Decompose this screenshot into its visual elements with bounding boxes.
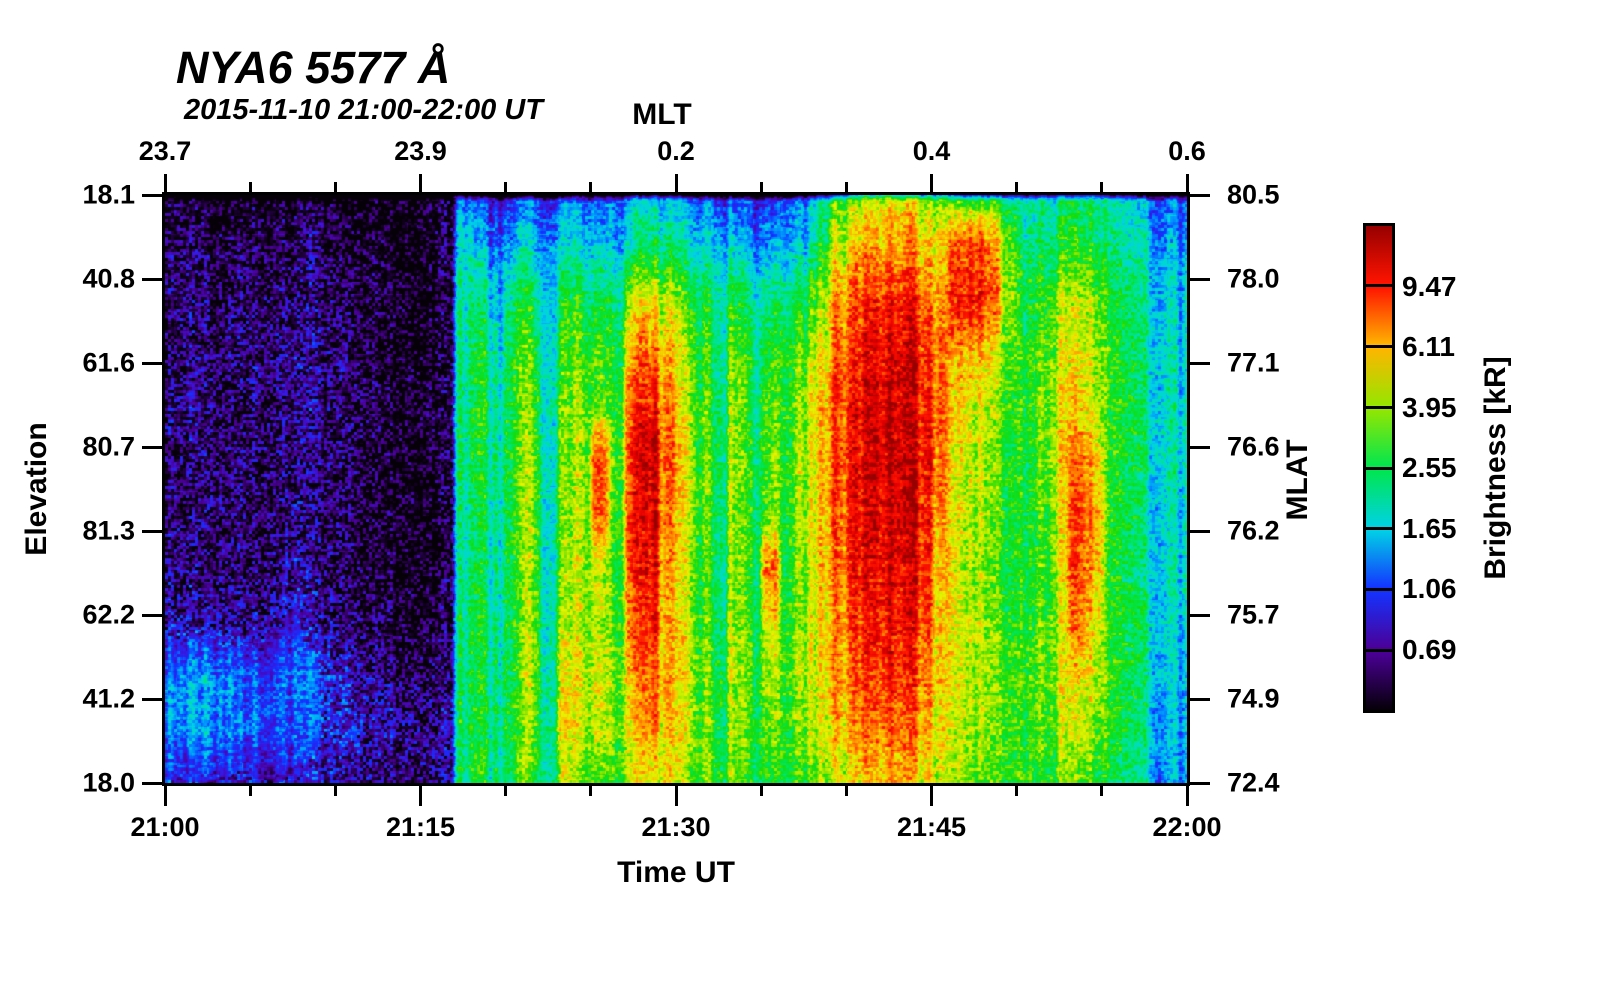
bottom-axis-minor-tick: [1015, 786, 1019, 796]
top-axis-tick-label: 0.6: [1168, 136, 1206, 166]
right-axis-tick-label: 77.1: [1227, 347, 1280, 378]
bottom-axis-minor-tick: [1100, 786, 1104, 796]
top-axis-major-tick: [419, 174, 422, 192]
right-axis-tick-label: 75.7: [1227, 599, 1280, 630]
bottom-axis-major-tick: [930, 786, 933, 806]
right-axis-tick-label: 76.2: [1227, 515, 1280, 546]
colorbar-segment: [1366, 286, 1392, 348]
left-axis-tick: [142, 613, 162, 617]
bottom-axis-major-tick: [1185, 786, 1189, 806]
left-axis-tick-label: 40.8: [82, 263, 135, 294]
right-axis-tick: [1190, 697, 1210, 701]
colorbar-tick-label: 0.69: [1402, 633, 1457, 665]
right-axis-tick-label: 72.4: [1227, 767, 1280, 798]
top-axis-minor-tick: [844, 182, 848, 192]
colorbar-segment: [1366, 652, 1392, 710]
right-axis-tick: [1190, 613, 1210, 617]
top-axis-minor-tick: [759, 182, 763, 192]
left-axis-tick: [142, 529, 162, 533]
top-axis-tick-label: 23.9: [394, 136, 447, 166]
bottom-axis-major-tick: [674, 786, 678, 806]
top-axis-major-tick: [1185, 174, 1189, 192]
bottom-axis-tick-label: 21:15: [385, 812, 456, 842]
colorbar-tick-label: 3.95: [1402, 391, 1457, 423]
top-axis-minor-tick: [248, 182, 252, 192]
bottom-axis-tick-label: 21:00: [130, 812, 200, 842]
colorbar-segment: [1366, 226, 1392, 287]
colorbar-tick-label: 1.06: [1402, 573, 1457, 604]
left-axis-tick-label: 81.3: [82, 515, 135, 546]
left-axis-tick: [142, 193, 162, 197]
bottom-axis-minor-tick: [248, 786, 252, 796]
top-axis-major-tick: [674, 174, 678, 192]
left-axis-tick-label: 41.2: [82, 683, 135, 714]
bottom-axis-tick-label: 21:45: [896, 812, 967, 842]
colorbar-segment: [1366, 469, 1392, 531]
top-axis-minor-tick: [1100, 182, 1104, 192]
right-axis-tick: [1190, 781, 1210, 785]
colorbar-segment: [1366, 591, 1392, 653]
bottom-axis-minor-tick: [759, 786, 763, 796]
left-axis-tick-label: 61.6: [82, 347, 135, 378]
left-axis-tick-label: 62.2: [82, 599, 135, 630]
right-axis-tick-label: 80.5: [1227, 179, 1280, 210]
colorbar: [1363, 223, 1395, 713]
colorbar-tick-label: 2.55: [1402, 452, 1457, 483]
top-axis-tick-label: 0.4: [912, 136, 951, 166]
right-axis-tick: [1190, 445, 1210, 449]
right-axis-tick: [1190, 361, 1210, 365]
top-axis-minor-tick: [589, 182, 593, 192]
colorbar-tick-label: 6.11: [1402, 331, 1455, 362]
plot-frame: [162, 192, 1190, 786]
left-axis-tick: [142, 445, 162, 449]
figure-subtitle: 2015-11-10 21:00-22:00 UT: [184, 94, 543, 126]
right-axis-tick-label: 74.9: [1227, 683, 1280, 714]
top-axis-title: MLT: [632, 98, 692, 131]
top-axis-tick-label: 0.2: [657, 136, 695, 166]
top-axis-minor-tick: [1015, 182, 1019, 192]
top-axis-major-tick: [930, 174, 933, 192]
left-axis-tick-label: 80.7: [82, 431, 135, 462]
left-axis-tick: [142, 697, 162, 701]
left-axis-tick-label: 18.0: [82, 767, 135, 798]
right-axis-tick: [1190, 277, 1210, 281]
left-axis-tick: [142, 361, 162, 365]
bottom-axis-minor-tick: [333, 786, 337, 796]
top-axis-major-tick: [163, 174, 167, 192]
top-axis-minor-tick: [504, 182, 508, 192]
left-axis-tick: [142, 781, 162, 785]
right-axis-tick-label: 76.6: [1227, 431, 1280, 462]
top-axis-minor-tick: [333, 182, 337, 192]
bottom-axis-tick-label: 21:30: [641, 812, 711, 842]
bottom-axis-title: Time UT: [617, 856, 735, 889]
heatmap-canvas: [165, 195, 1187, 783]
right-axis-title: MLAT: [1281, 439, 1314, 521]
colorbar-segment: [1366, 530, 1392, 592]
left-axis-tick-label: 18.1: [82, 179, 135, 210]
colorbar-tick-label: 9.47: [1402, 270, 1457, 302]
top-axis-tick-label: 23.7: [138, 136, 192, 166]
bottom-axis-tick-label: 22:00: [1152, 812, 1222, 842]
page-title: NYA6 5577 Å: [176, 42, 451, 93]
right-axis-tick-label: 78.0: [1227, 263, 1280, 294]
left-axis-tick: [142, 277, 162, 281]
right-axis-tick: [1190, 529, 1210, 533]
colorbar-axis-title: Brightness [kR]: [1479, 356, 1512, 580]
colorbar-tick-label: 1.65: [1402, 512, 1457, 544]
bottom-axis-major-tick: [419, 786, 422, 806]
bottom-axis-minor-tick: [504, 786, 508, 796]
bottom-axis-major-tick: [163, 786, 167, 806]
colorbar-segment: [1366, 408, 1392, 470]
bottom-axis-minor-tick: [844, 786, 848, 796]
colorbar-segment: [1366, 347, 1392, 409]
bottom-axis-minor-tick: [589, 786, 593, 796]
right-axis-tick: [1190, 193, 1210, 197]
